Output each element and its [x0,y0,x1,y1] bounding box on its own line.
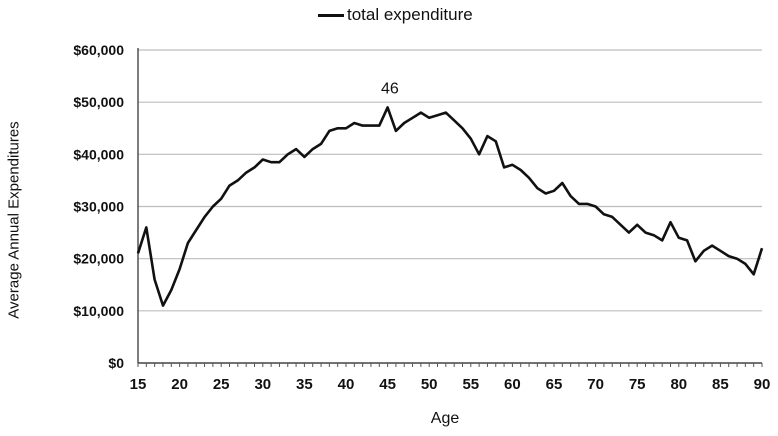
x-tick-label: 85 [712,376,729,393]
gridlines [138,49,762,312]
x-tick-label: 45 [379,376,396,393]
legend-swatch [318,13,344,17]
x-tick-label: 30 [254,376,271,393]
y-tick-label: $0 [108,355,124,371]
annotations: 46 [381,80,399,97]
legend-label: total expenditure [347,5,473,24]
x-tick-labels: 15 20 25 30 35 40 45 50 55 60 65 70 75 80 85 90 [130,376,771,393]
peak-annotation: 46 [381,80,399,97]
axes [137,48,763,367]
x-tick-label: 90 [754,376,771,393]
x-tick-label: 75 [629,376,646,393]
legend: total expenditure [318,5,473,25]
series-line-0 [136,106,764,307]
x-axis-label: Age [430,410,460,427]
y-tick-label: $20,000 [73,251,124,267]
y-tick-label: $50,000 [73,94,124,110]
y-tick-labels: $0 $10,000 $20,000 $30,000 $40,000 $50,000 $60… [73,42,124,371]
x-tick-label: 40 [338,376,355,393]
y-tick-label: $30,000 [73,199,124,215]
y-tick-label: $40,000 [73,146,124,162]
x-tick-label: 50 [421,376,438,393]
x-tick-label: 80 [670,376,687,393]
x-tick-label: 20 [171,376,188,393]
x-tick-label: 60 [504,376,521,393]
x-tick-label: 55 [462,376,479,393]
y-tick-label: $10,000 [73,303,124,319]
x-tick-label: 70 [587,376,604,393]
x-tick-label: 65 [546,376,563,393]
series-group [136,106,764,307]
x-tick-label: 35 [296,376,313,393]
x-tick-label: 15 [130,376,147,393]
x-tick-label: 25 [213,376,230,393]
y-tick-label: $60,000 [73,42,124,58]
y-axis-label: Average Annual Expenditures [5,121,23,319]
